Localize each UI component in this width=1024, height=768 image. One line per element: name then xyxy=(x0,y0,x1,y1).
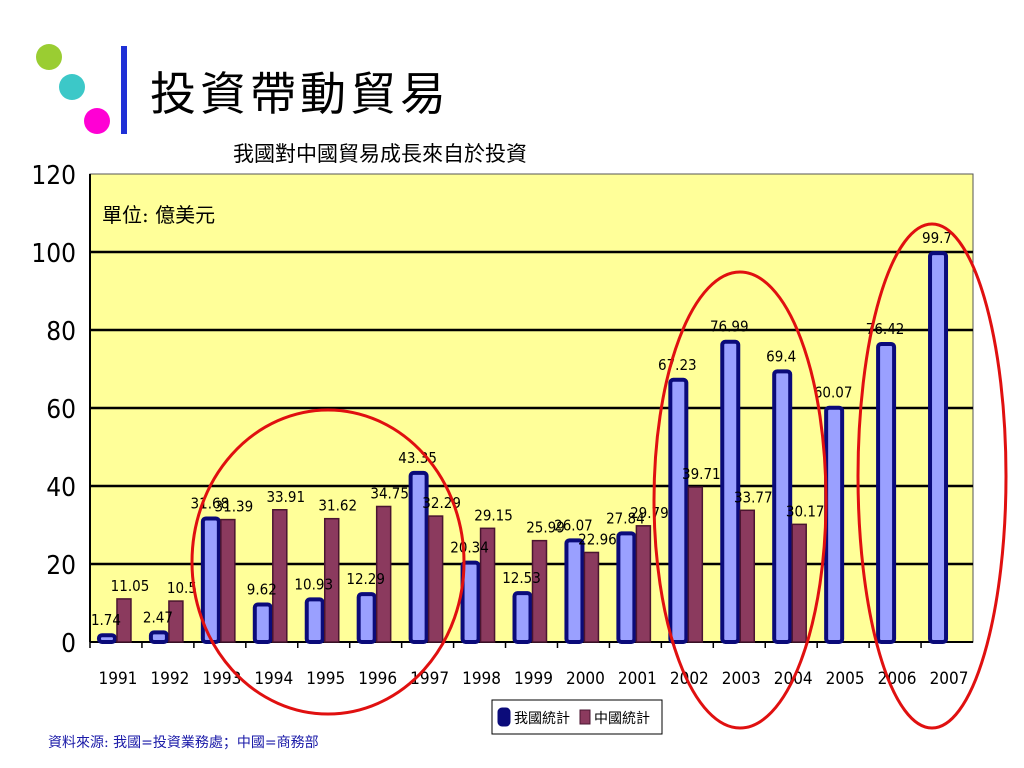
data-label-series1: 10.93 xyxy=(294,575,333,593)
y-tick-label: 40 xyxy=(46,473,76,503)
data-label-series2: 31.62 xyxy=(318,497,357,515)
x-tick-label: 1993 xyxy=(202,669,241,689)
y-tick-label: 80 xyxy=(46,317,76,347)
data-label-series2: 34.75 xyxy=(370,484,409,502)
bar-series2 xyxy=(791,523,807,643)
bar-series2 xyxy=(323,517,340,643)
bar-series1 xyxy=(616,531,637,645)
bar-series1 xyxy=(512,591,533,644)
bar-series1 xyxy=(460,560,481,645)
bar-series2 xyxy=(739,509,756,643)
x-tick-label: 1999 xyxy=(514,669,553,689)
bar-series1 xyxy=(148,630,169,645)
bar-series2 xyxy=(479,527,496,643)
bar-series1 xyxy=(720,339,741,644)
bar-series1 xyxy=(304,597,325,644)
data-label-series2: 29.79 xyxy=(630,504,669,522)
bar-series2 xyxy=(427,515,444,643)
data-label-series1: 99.7 xyxy=(922,229,952,247)
data-label-series2: 39.71 xyxy=(682,465,721,483)
bar-series2 xyxy=(168,600,184,643)
data-label-series2: 10.5 xyxy=(167,579,197,597)
bar-series2 xyxy=(220,518,236,643)
data-label-series2: 29.15 xyxy=(474,506,513,524)
data-label-series1: 76.99 xyxy=(710,318,749,336)
x-tick-label: 2000 xyxy=(566,669,605,689)
legend-swatch-series1 xyxy=(497,707,511,727)
x-tick-label: 1992 xyxy=(150,669,189,689)
x-tick-label: 1995 xyxy=(306,669,345,689)
bar-series1 xyxy=(876,341,897,644)
data-label-series1: 76.42 xyxy=(866,320,905,338)
bar-series1 xyxy=(96,633,117,644)
bar-series1 xyxy=(564,538,585,645)
bar-series2 xyxy=(687,486,704,643)
x-tick-label: 2001 xyxy=(618,669,657,689)
data-label-series2: 22.96 xyxy=(578,530,617,548)
unit-note: 單位: 億美元 xyxy=(102,203,215,227)
data-label-series1: 2.47 xyxy=(143,608,173,626)
x-tick-label: 2007 xyxy=(930,669,969,689)
data-label-series2: 33.91 xyxy=(266,488,305,506)
slide-title: 投資帶動貿易 xyxy=(150,67,450,121)
data-label-series2: 33.77 xyxy=(734,488,773,506)
magenta-dot-icon xyxy=(84,108,110,134)
data-label-series1: 12.29 xyxy=(346,570,385,588)
y-tick-label: 20 xyxy=(46,551,76,581)
data-label-series1: 9.62 xyxy=(247,580,277,598)
data-label-series1: 67.23 xyxy=(658,356,697,374)
cyan-dot-icon xyxy=(59,74,85,100)
highlight-ellipse xyxy=(856,222,1008,730)
data-label-series1: 20.34 xyxy=(450,539,489,557)
bar-series2 xyxy=(272,509,288,643)
bar-series1 xyxy=(408,470,429,644)
x-tick-label: 2003 xyxy=(722,669,761,689)
data-label-series1: 1.74 xyxy=(91,611,121,629)
bar-series1 xyxy=(824,405,845,644)
bar-series2 xyxy=(583,551,600,643)
y-tick-label: 100 xyxy=(31,239,76,269)
x-tick-label: 2005 xyxy=(826,669,865,689)
x-tick-label: 1998 xyxy=(462,669,501,689)
data-label-series2: 25.99 xyxy=(526,519,565,537)
bar-series1 xyxy=(928,251,949,644)
highlight-ellipse xyxy=(652,270,828,730)
bar-series1 xyxy=(772,369,793,644)
data-label-series2: 31.39 xyxy=(215,498,254,516)
bar-series2 xyxy=(635,525,652,643)
data-label-series1: 27.84 xyxy=(606,509,645,527)
x-tick-label: 1991 xyxy=(99,669,138,689)
title-accent-bar xyxy=(121,46,127,134)
data-label-series2: 11.05 xyxy=(111,577,150,595)
bar-series1 xyxy=(252,602,273,644)
legend-label-series1: 我國統計 xyxy=(514,711,570,727)
green-dot-icon xyxy=(36,44,62,70)
y-tick-label: 0 xyxy=(61,629,76,659)
legend-swatch-series2 xyxy=(579,709,591,725)
data-label-series1: 69.4 xyxy=(766,347,796,365)
data-label-series1: 26.07 xyxy=(554,516,593,534)
x-tick-label: 1996 xyxy=(358,669,397,689)
data-label-series1: 43.35 xyxy=(398,449,437,467)
data-label-series1: 12.53 xyxy=(502,569,541,587)
bar-series1 xyxy=(668,377,689,644)
legend-label-series2: 中國統計 xyxy=(594,711,650,727)
y-tick-label: 60 xyxy=(46,395,76,425)
x-tick-label: 1994 xyxy=(254,669,293,689)
bar-series1 xyxy=(356,592,377,644)
bar-series2 xyxy=(116,598,132,643)
source-note: 資料來源: 我國=投資業務處；中國=商務部 xyxy=(48,735,319,751)
highlight-ellipse xyxy=(190,408,466,716)
x-tick-label: 2006 xyxy=(878,669,917,689)
bar-series2 xyxy=(531,539,548,643)
legend-box xyxy=(491,699,663,735)
x-tick-label: 2002 xyxy=(670,669,709,689)
data-label-series2: 30.17 xyxy=(786,502,825,520)
bar-series2 xyxy=(375,505,392,643)
data-label-series1: 60.07 xyxy=(814,384,853,402)
y-tick-label: 120 xyxy=(31,161,76,191)
bar-series1 xyxy=(200,516,221,644)
chart-title: 我國對中國貿易成長來自於投資 xyxy=(233,142,527,166)
